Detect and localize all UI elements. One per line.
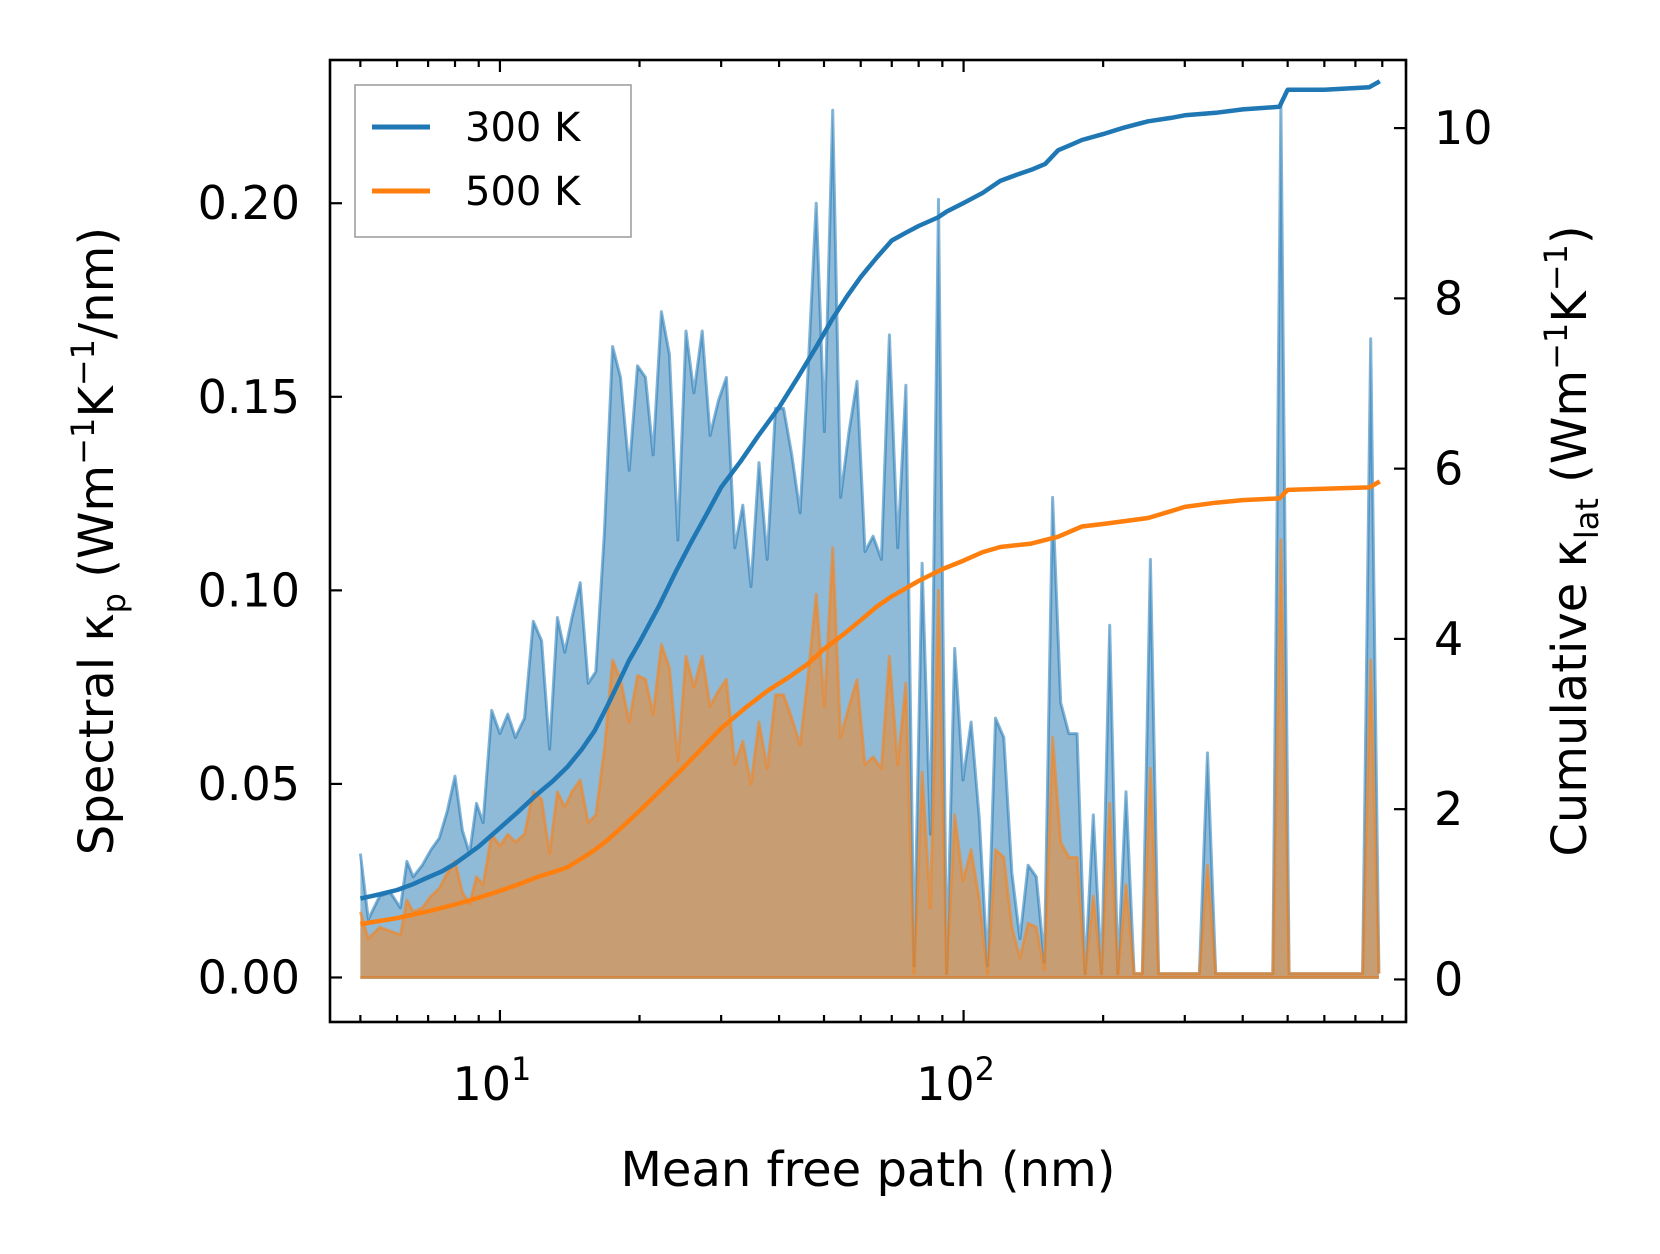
x-axis-title: Mean free path (nm)	[621, 1142, 1116, 1198]
cumulative-line-500k	[360, 479, 1381, 927]
y-left-tick-label: 0.00	[198, 950, 300, 1004]
y-left-tick-label: 0.10	[198, 563, 300, 617]
legend: 300 K 500 K	[354, 84, 632, 238]
cumulative-line-300k	[359, 79, 1381, 901]
legend-label-500k: 500 K	[465, 169, 582, 215]
y-right-axis-title: Cumulative κlat (Wm−1K−1)	[1537, 225, 1606, 856]
y-left-tick-label: 0.20	[198, 176, 300, 230]
y-right-tick-label: 4	[1434, 612, 1463, 666]
cumulative-lines	[359, 79, 1381, 927]
spectral-area-500k	[360, 540, 1379, 978]
legend-label-300k: 300 K	[465, 105, 582, 151]
x-tick-label: 101	[452, 1050, 531, 1111]
y-left-tick-label: 0.05	[198, 757, 300, 811]
legend-box	[354, 84, 632, 238]
y-right-tick-label: 10	[1434, 101, 1493, 155]
y-left-tick-label: 0.15	[198, 370, 300, 424]
spectral-fills	[358, 101, 1381, 979]
y-right-tick-label: 8	[1434, 271, 1463, 325]
axis-ticks: 101 102 0.00 0.05 0.10 0.15 0.20 0 2 4 6 8 10	[198, 60, 1493, 1111]
y-left-axis-title: Spectral κp (Wm−1K−1/nm)	[64, 227, 133, 855]
y-right-tick-label: 2	[1434, 782, 1463, 836]
y-right-tick-label: 0	[1434, 952, 1463, 1006]
plot-frame	[328, 58, 1408, 1024]
x-tick-label: 102	[916, 1050, 995, 1111]
spectral-line-300k	[358, 101, 1381, 976]
y-right-tick-label: 6	[1434, 442, 1463, 496]
